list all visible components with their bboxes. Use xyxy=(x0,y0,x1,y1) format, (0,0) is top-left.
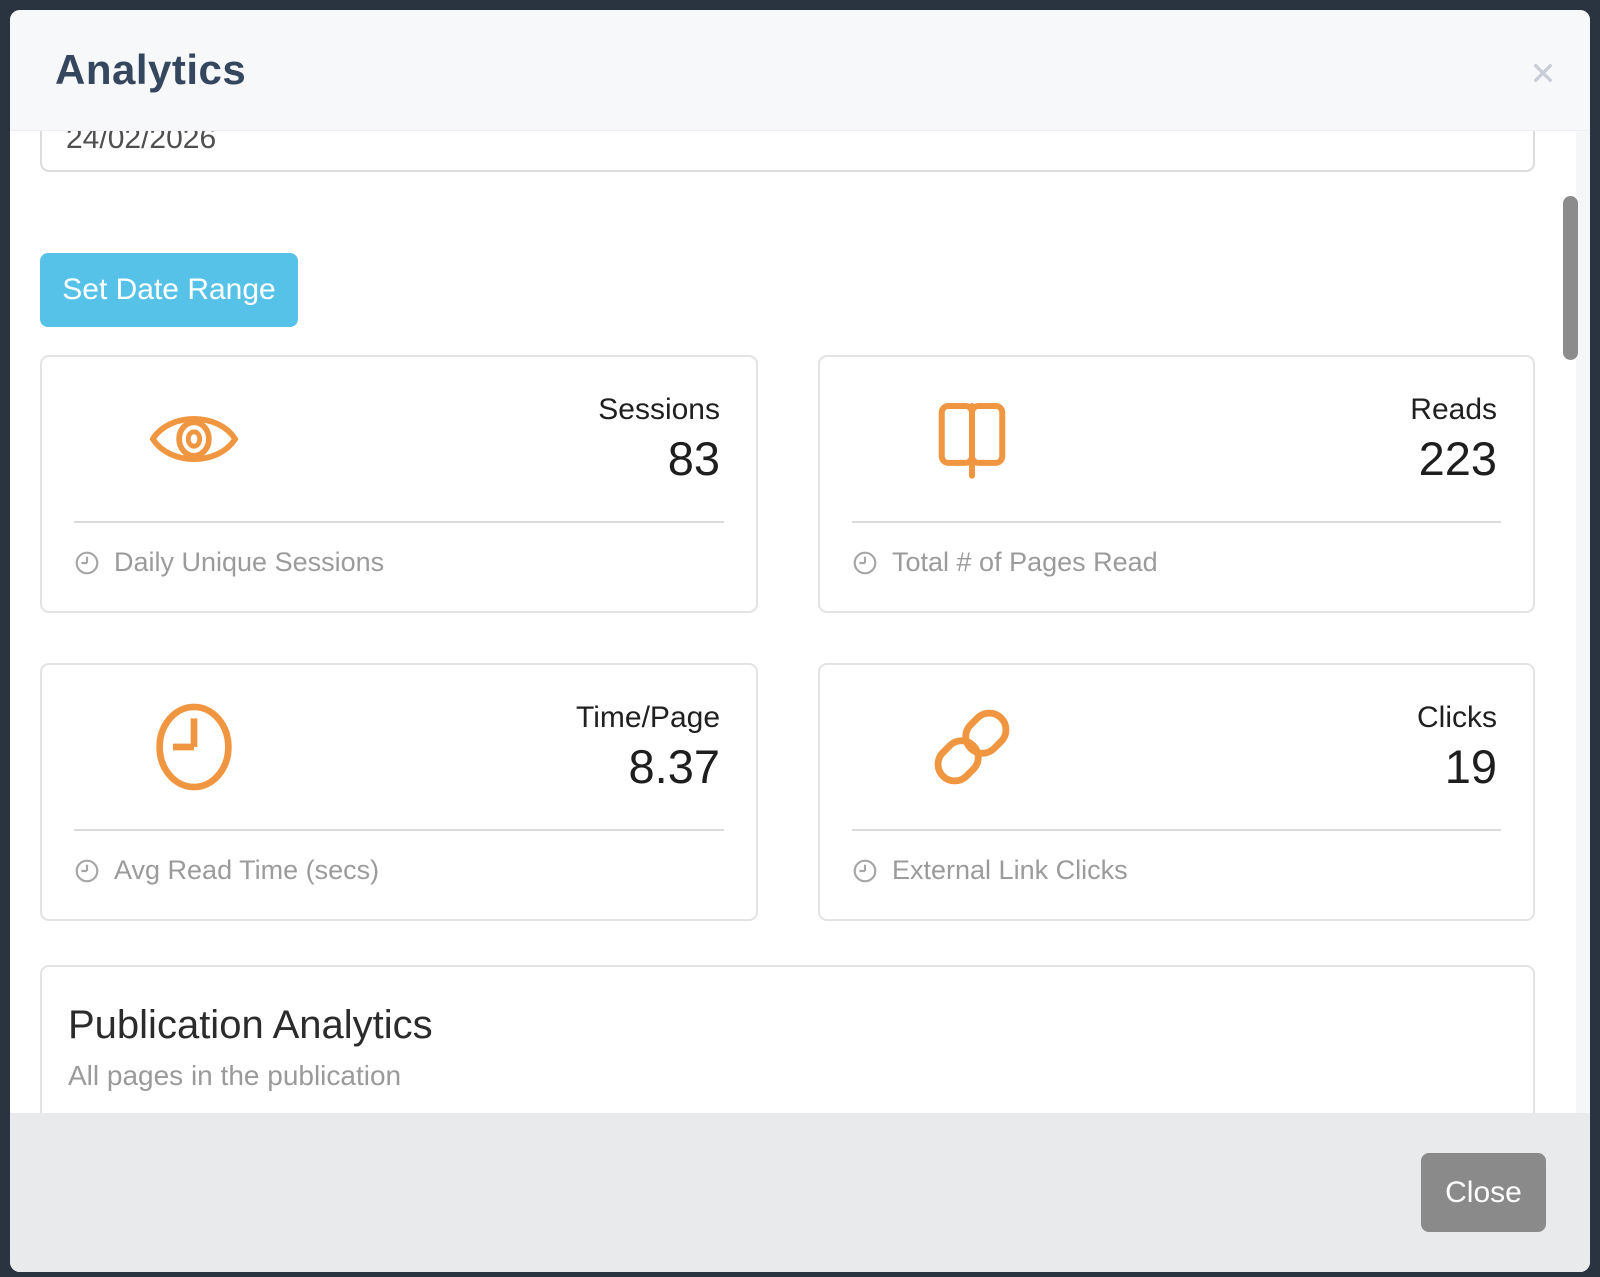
clicks-description: External Link Clicks xyxy=(892,855,1128,885)
date-range-input[interactable]: 24/02/2026 xyxy=(40,131,1535,172)
sessions-card-top: Sessions 83 xyxy=(74,357,724,523)
clock-small-icon xyxy=(852,550,878,576)
reads-figures: Reads 223 xyxy=(1410,391,1501,487)
reads-card-top: Reads 223 xyxy=(852,357,1501,523)
publication-analytics-title: Publication Analytics xyxy=(68,1003,433,1047)
set-date-range-button[interactable]: Set Date Range xyxy=(40,253,298,327)
link-icon xyxy=(924,699,1020,795)
clicks-card: Clicks 19 External Link Clicks xyxy=(818,663,1535,921)
dialog-body: 24/02/2026 Set Date Range xyxy=(10,131,1590,1113)
stat-cards-grid: Sessions 83 Daily Unique Sessions xyxy=(40,355,1535,921)
sessions-label: Sessions xyxy=(598,393,720,427)
publication-analytics-card: Publication Analytics All pages in the p… xyxy=(40,965,1535,1113)
time-page-figures: Time/Page 8.37 xyxy=(576,699,724,795)
close-icon[interactable] xyxy=(1532,62,1554,84)
eye-icon xyxy=(146,391,242,487)
time-page-label: Time/Page xyxy=(576,701,720,735)
date-value: 24/02/2026 xyxy=(66,131,217,155)
analytics-dialog: Analytics 24/02/2026 Set Date Range xyxy=(10,10,1590,1272)
sessions-value: 83 xyxy=(667,431,720,485)
dialog-footer: Close xyxy=(10,1113,1590,1272)
time-page-card-top: Time/Page 8.37 xyxy=(74,665,724,831)
time-page-card: Time/Page 8.37 Avg Read Time (secs) xyxy=(40,663,758,921)
reads-value: 223 xyxy=(1418,431,1497,485)
reads-description: Total # of Pages Read xyxy=(892,547,1158,577)
clicks-label: Clicks xyxy=(1417,701,1497,735)
dialog-header: Analytics xyxy=(10,10,1590,131)
reads-label: Reads xyxy=(1410,393,1497,427)
clock-icon xyxy=(146,699,242,795)
sessions-figures: Sessions 83 xyxy=(598,391,724,487)
time-page-description: Avg Read Time (secs) xyxy=(114,855,380,885)
page-title: Analytics xyxy=(55,46,247,93)
clock-small-icon xyxy=(74,858,100,884)
publication-analytics-subtitle: All pages in the publication xyxy=(68,1060,402,1091)
reads-description-row: Total # of Pages Read xyxy=(820,523,1533,578)
time-page-value: 8.37 xyxy=(628,739,720,793)
scrollbar-track[interactable] xyxy=(1576,131,1590,1113)
clock-small-icon xyxy=(852,858,878,884)
clock-small-icon xyxy=(74,550,100,576)
sessions-card: Sessions 83 Daily Unique Sessions xyxy=(40,355,758,613)
sessions-description-row: Daily Unique Sessions xyxy=(42,523,756,578)
clicks-description-row: External Link Clicks xyxy=(820,831,1533,886)
open-book-icon xyxy=(924,391,1020,487)
sessions-description: Daily Unique Sessions xyxy=(114,547,385,577)
scrollbar-thumb[interactable] xyxy=(1563,196,1578,360)
clicks-figures: Clicks 19 xyxy=(1417,699,1501,795)
reads-card: Reads 223 Total # of Pages Read xyxy=(818,355,1535,613)
time-page-description-row: Avg Read Time (secs) xyxy=(42,831,756,886)
clicks-value: 19 xyxy=(1444,739,1497,793)
clicks-card-top: Clicks 19 xyxy=(852,665,1501,831)
close-button[interactable]: Close xyxy=(1421,1153,1546,1232)
